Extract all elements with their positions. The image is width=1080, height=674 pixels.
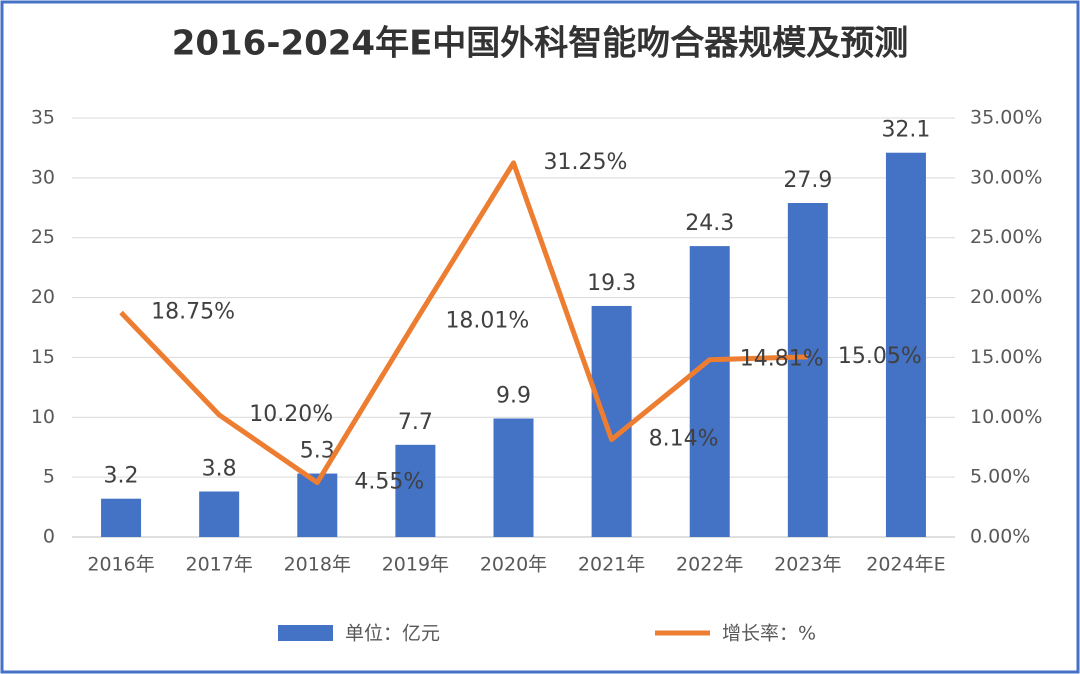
line [119,160,808,486]
bar [199,491,240,537]
line-label: 18.01% [445,308,529,333]
y2-tick-label: 5.00% [970,466,1030,488]
y2-tick-label: 25.00% [970,226,1042,248]
x-tick-label: 2024年E [866,554,945,576]
y2-tick-label: 30.00% [970,166,1042,188]
x-tick-label: 2017年 [185,554,252,576]
line-label: 10.20% [249,402,333,427]
x-tick-label: 2018年 [284,554,351,576]
line-label: 31.25% [544,150,628,175]
y2-tick-label: 15.00% [970,346,1042,368]
bar [689,246,730,537]
y-tick-label: 10 [31,406,55,428]
line-label: 8.14% [649,427,719,452]
y2-tick-label: 35.00% [970,107,1042,129]
y-tick-label: 20 [31,286,55,308]
x-tick-label: 2023年 [774,554,841,576]
bar-label: 3.8 [202,457,237,482]
bar-label: 7.7 [398,410,433,435]
y2-tick-label: 10.00% [970,406,1042,428]
bar [101,498,142,537]
y-tick-label: 15 [31,346,55,368]
y2-tick-label: 20.00% [970,286,1042,308]
line-label: 4.55% [354,470,424,495]
legend-label: 增长率：% [722,623,816,645]
bar-label: 9.9 [496,383,531,408]
chart-title: 2016-2024年E中国外科智能吻合器规模及预测 [172,24,909,64]
x-tick-label: 2021年 [578,554,645,576]
bar-label: 3.2 [104,464,139,489]
bar-label: 24.3 [685,211,734,236]
y-tick-label: 35 [31,107,55,129]
bar [787,202,828,538]
bar-label: 32.1 [881,118,930,143]
bar [885,152,926,537]
x-tick-label: 2022年 [676,554,743,576]
line-label: 15.05% [838,344,922,369]
y-tick-label: 30 [31,166,55,188]
bar [395,444,436,537]
y2-tick-label: 0.00% [970,526,1030,548]
y-tick-label: 25 [31,226,55,248]
line-label: 18.75% [151,300,235,325]
legend-swatch [278,625,333,641]
y-tick-label: 5 [43,466,55,488]
x-tick-label: 2016年 [87,554,154,576]
line-label: 14.81% [740,347,824,372]
legend-label: 单位：亿元 [345,623,440,645]
y-tick-label: 0 [43,526,55,548]
bar [591,305,632,537]
x-tick-label: 2019年 [382,554,449,576]
bar-label: 19.3 [587,271,636,296]
bar [493,418,534,537]
x-tick-label: 2020年 [480,554,547,576]
bar-label: 27.9 [783,168,832,193]
